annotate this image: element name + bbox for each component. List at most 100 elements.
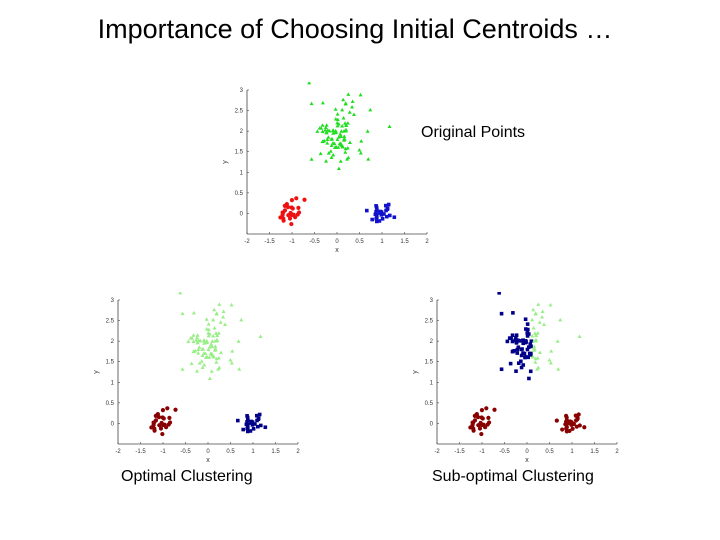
scatter-point bbox=[357, 148, 362, 152]
scatter-point bbox=[204, 317, 209, 321]
scatter-point bbox=[529, 344, 533, 348]
x-tick-label: -1.5 bbox=[264, 239, 275, 245]
scatter-point bbox=[480, 416, 485, 421]
y-tick-label: 2.5 bbox=[235, 109, 244, 115]
x-tick-label: 0 bbox=[206, 449, 210, 455]
scatter-point bbox=[324, 130, 329, 134]
scatter-point bbox=[344, 127, 349, 132]
y-tick-label: 0.5 bbox=[235, 191, 244, 197]
scatter-point bbox=[536, 302, 541, 306]
scatter-point bbox=[263, 425, 268, 430]
x-tick-label: 0.5 bbox=[545, 449, 554, 455]
caption-optimal-clustering: Optimal Clustering bbox=[121, 468, 253, 485]
scatter-point bbox=[576, 412, 581, 417]
scatter-point bbox=[156, 414, 162, 420]
scatter-point bbox=[511, 349, 515, 354]
scatter-point bbox=[350, 99, 355, 104]
x-axis-label: x bbox=[525, 457, 529, 464]
scatter-point bbox=[320, 129, 325, 133]
scatter-point bbox=[250, 423, 255, 427]
scatter-point bbox=[338, 142, 343, 147]
scatter-point bbox=[248, 429, 253, 433]
scatter-point bbox=[524, 340, 528, 344]
x-tick-label: 1 bbox=[251, 449, 255, 455]
scatter-point bbox=[570, 426, 575, 431]
scatter-point bbox=[533, 311, 538, 315]
scatter-point bbox=[343, 121, 348, 125]
scatter-point bbox=[200, 365, 205, 370]
scatter-point bbox=[287, 216, 293, 221]
scatter-point bbox=[575, 416, 580, 421]
scatter-point bbox=[160, 408, 166, 413]
scatter-point bbox=[548, 360, 553, 365]
scatter-point bbox=[484, 406, 489, 411]
scatter-point bbox=[555, 339, 560, 343]
scatter-point bbox=[152, 428, 157, 433]
scatter-point bbox=[215, 337, 220, 342]
scatter-point bbox=[526, 345, 531, 349]
scatter-point bbox=[329, 143, 334, 147]
y-tick-label: 3 bbox=[430, 298, 434, 304]
scatter-point bbox=[342, 134, 347, 138]
scatter-point bbox=[258, 423, 263, 428]
scatter-point bbox=[560, 427, 565, 432]
scatter-point bbox=[342, 138, 347, 142]
scatter-point bbox=[365, 208, 369, 213]
x-tick-label: -0.5 bbox=[309, 239, 320, 245]
scatter-point bbox=[329, 155, 334, 160]
scatter-point bbox=[549, 349, 554, 353]
scatter-point bbox=[533, 331, 538, 335]
scatter-point bbox=[188, 336, 193, 340]
scatter-point bbox=[167, 415, 172, 421]
scatter-point bbox=[526, 355, 530, 360]
scatter-point bbox=[294, 196, 299, 201]
scatter-point bbox=[522, 351, 527, 356]
y-tick-label: 0 bbox=[111, 421, 115, 427]
scatter-point bbox=[256, 424, 260, 429]
scatter-point bbox=[289, 198, 295, 203]
scatter-point bbox=[516, 345, 521, 350]
scatter-svg-optimal: -2 -1.5 -1 -0.5 0 0.5 1 1.5 2 0 0.5 1 1.5 2 2.5 3 x y bbox=[93, 292, 300, 464]
scatter-point bbox=[523, 317, 528, 322]
scatter-point bbox=[258, 334, 263, 339]
x-tick-label: 1 bbox=[380, 239, 384, 245]
scatter-point bbox=[548, 302, 553, 307]
scatter-point bbox=[213, 348, 218, 352]
scatter-point bbox=[392, 215, 397, 220]
scatter-point bbox=[309, 157, 314, 161]
scatter-point bbox=[528, 369, 533, 374]
scatter-point bbox=[385, 206, 390, 210]
y-tick-label: 2 bbox=[240, 129, 244, 135]
scatter-point bbox=[214, 356, 219, 361]
scatter-point bbox=[374, 212, 379, 217]
scatter-point bbox=[486, 415, 491, 421]
scatter-point bbox=[514, 335, 518, 340]
scatter-point bbox=[212, 325, 217, 330]
scatter-point bbox=[295, 212, 300, 217]
scatter-point bbox=[528, 342, 533, 346]
scatter-point bbox=[302, 197, 307, 202]
scatter-point bbox=[479, 431, 484, 437]
scatter-point bbox=[513, 338, 517, 342]
scatter-point bbox=[237, 367, 242, 371]
scatter-point bbox=[519, 365, 524, 370]
scatter-point bbox=[288, 210, 293, 216]
scatter-point bbox=[191, 310, 196, 315]
scatter-point bbox=[511, 311, 515, 315]
x-tick-label: -1 bbox=[479, 449, 485, 455]
scatter-point bbox=[374, 216, 379, 221]
scatter-point bbox=[204, 327, 209, 331]
scatter-point bbox=[525, 334, 530, 338]
scatter-point bbox=[158, 426, 164, 431]
scatter-point bbox=[335, 123, 340, 128]
scatter-point bbox=[333, 117, 338, 121]
scatter-point bbox=[515, 347, 520, 352]
y-tick-label: 1.5 bbox=[235, 150, 244, 156]
scatter-point bbox=[241, 427, 245, 432]
scatter-point bbox=[214, 311, 219, 315]
scatter-point bbox=[309, 101, 314, 106]
scatter-point bbox=[334, 129, 339, 134]
scatter-point bbox=[567, 420, 572, 426]
scatter-point bbox=[479, 408, 485, 413]
x-tick-label: -1.5 bbox=[454, 449, 465, 455]
